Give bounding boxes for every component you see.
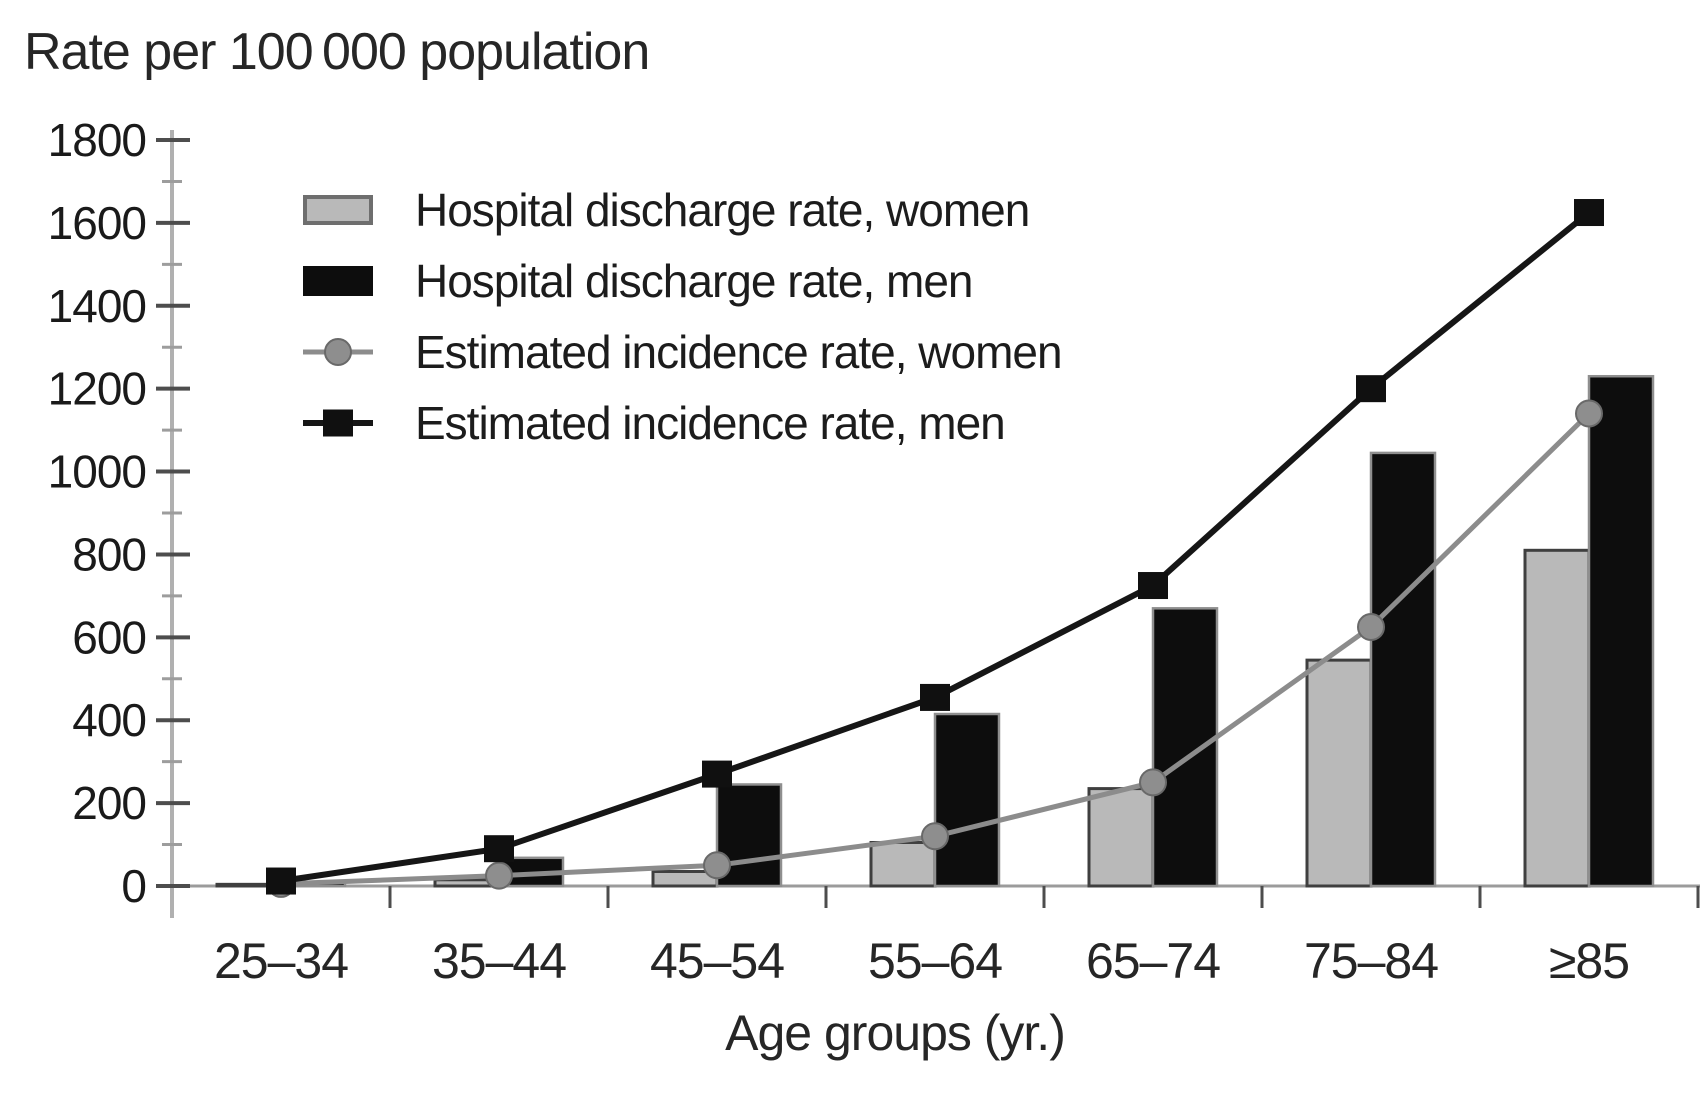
bar-men-65–74 (1151, 607, 1219, 888)
x-axis-title: Age groups (yr.) (725, 1005, 1066, 1061)
legend-label: Estimated incidence rate, men (415, 396, 1006, 449)
marker-square-35–44 (484, 835, 514, 863)
x-tick-label: 65–74 (1086, 933, 1220, 989)
marker-square-55–64 (920, 683, 950, 711)
bar-women-55–64 (869, 840, 937, 888)
x-tick-label: 55–64 (868, 933, 1002, 989)
x-tick-label: 45–54 (650, 933, 784, 989)
y-tick-label: 0 (121, 860, 146, 912)
legend-swatch-line-square-icon (303, 409, 373, 436)
chart-legend: Hospital discharge rate, women Hospital … (303, 174, 1063, 458)
chart-title: Rate per 100 000 population (24, 23, 650, 81)
y-tick-label: 400 (72, 694, 146, 746)
bar-men-≥85 (1587, 374, 1655, 888)
y-tick-label: 800 (72, 528, 146, 580)
x-tick-label: 25–34 (214, 933, 348, 989)
legend-swatch-part (324, 337, 352, 366)
y-tick-label: 1600 (48, 197, 146, 249)
bar-women-65–74 (1087, 787, 1155, 888)
legend-item-hospital-discharge-men: Hospital discharge rate, men (303, 245, 1062, 316)
marker-circle-65–74 (1139, 768, 1167, 797)
marker-circle-35–44 (485, 861, 513, 890)
legend-item-estimated-incidence-women: Estimated incidence rate, women (303, 316, 1063, 387)
y-tick-label: 200 (72, 777, 146, 829)
y-tick-label: 600 (72, 611, 146, 663)
x-tick-label: 35–44 (432, 933, 566, 989)
marker-square-45–54 (702, 760, 732, 788)
legend-swatch-line-circle-icon (303, 337, 373, 366)
legend-label: Hospital discharge rate, women (415, 183, 1030, 236)
bar-men-55–64 (933, 712, 1001, 888)
y-tick-label: 1400 (48, 280, 146, 332)
bar-women-75–84 (1305, 658, 1373, 888)
marker-square-65–74 (1138, 572, 1168, 600)
legend-label: Estimated incidence rate, women (415, 325, 1063, 378)
bar-men-75–84 (1369, 451, 1437, 888)
marker-square-25–34 (266, 867, 296, 895)
marker-square-≥85 (1574, 199, 1604, 227)
legend-item-estimated-incidence-men: Estimated incidence rate, men (303, 387, 1062, 458)
legend-swatch-bar-men-icon (303, 265, 373, 296)
marker-circle-75–84 (1357, 612, 1385, 641)
x-tick-label: ≥85 (1549, 933, 1629, 989)
legend-label: Hospital discharge rate, men (415, 254, 974, 307)
marker-circle-55–64 (921, 822, 949, 851)
x-tick-label: 75–84 (1304, 933, 1438, 989)
legend-swatch-bar-women-icon (303, 194, 373, 225)
y-tick-label: 1000 (48, 446, 146, 498)
legend-swatch-part (323, 409, 353, 436)
legend-item-hospital-discharge-women: Hospital discharge rate, women (303, 174, 1062, 245)
marker-square-75–84 (1356, 375, 1386, 403)
marker-circle-≥85 (1575, 399, 1603, 428)
bar-women-≥85 (1523, 548, 1591, 888)
y-tick-label: 1200 (48, 363, 146, 415)
marker-circle-45–54 (703, 851, 731, 880)
y-tick-label: 1800 (48, 114, 146, 166)
